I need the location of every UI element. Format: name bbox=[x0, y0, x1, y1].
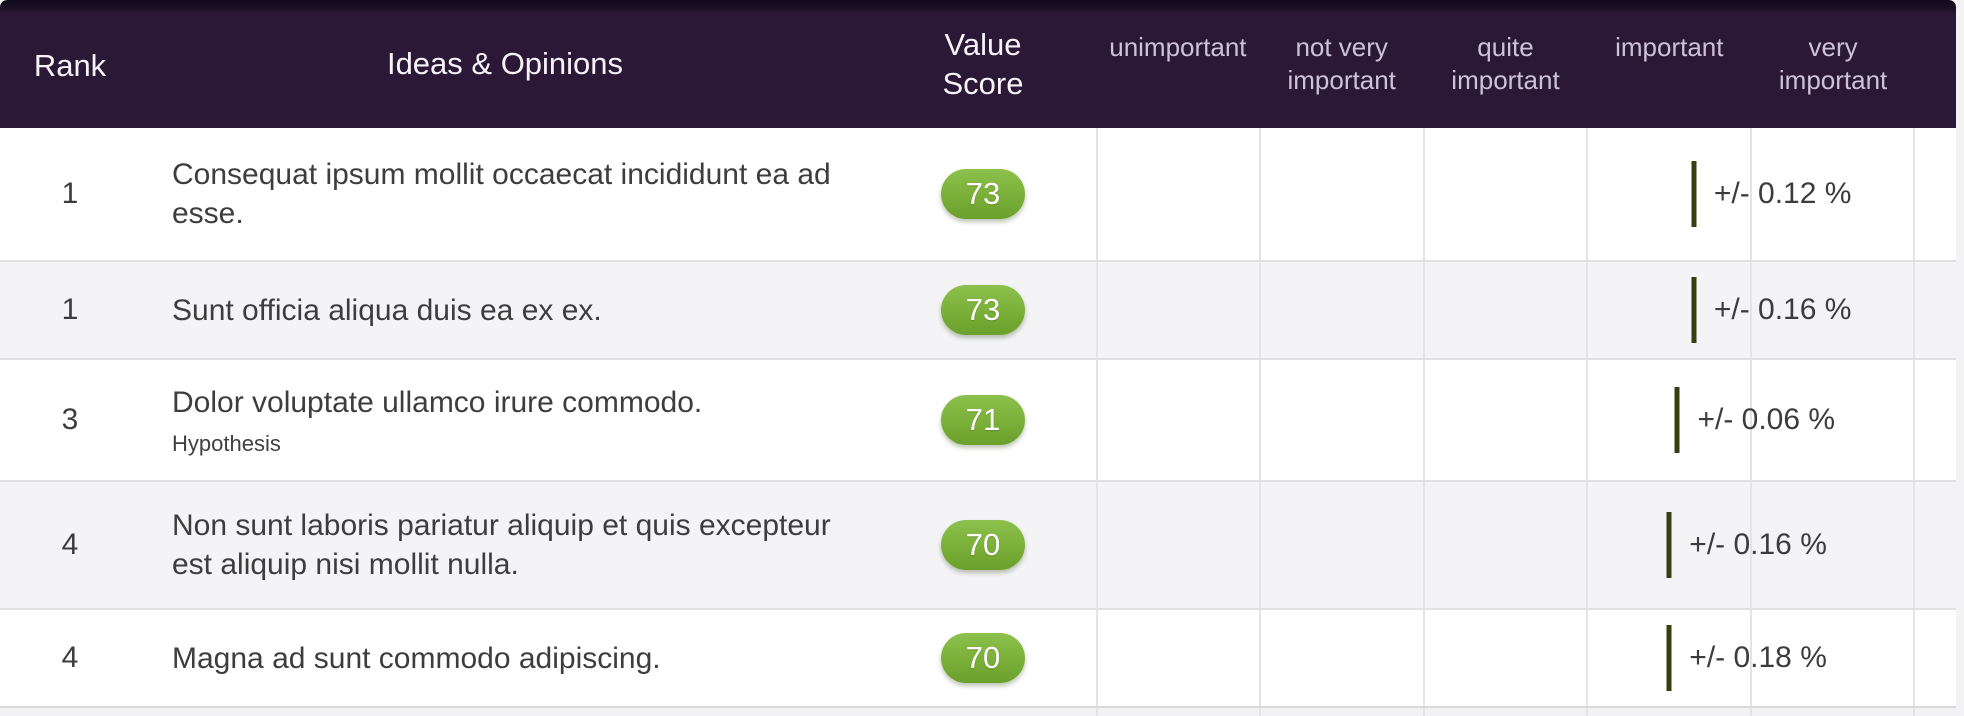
rating-chart-cell: +/- 0.06 % bbox=[1096, 360, 1956, 480]
rating-chart-cell: +/- 0.16 % bbox=[1096, 262, 1956, 358]
rating-scale-grid bbox=[1096, 128, 1916, 260]
table-body: 1 Consequat ipsum mollit occaecat incidi… bbox=[0, 128, 1956, 716]
value-score-cell: 70 bbox=[870, 482, 1096, 608]
value-score-badge: 70 bbox=[941, 520, 1025, 570]
error-margin-label: +/- 0.12 % bbox=[1713, 177, 1852, 210]
value-score-badge: 73 bbox=[941, 285, 1025, 335]
table-row: 1 Sunt officia aliqua duis ea ex ex. 73 … bbox=[0, 260, 1956, 358]
value-score-cell: 73 bbox=[870, 262, 1096, 358]
error-margin-label: +/- 0.18 % bbox=[1689, 641, 1827, 674]
column-header-unimportant: unimportant bbox=[1109, 32, 1247, 62]
idea-title: Magna ad sunt commodo adipiscing. bbox=[172, 641, 661, 675]
idea-title: Consequat ipsum mollit occaecat incididu… bbox=[172, 158, 831, 230]
column-header-not-very-important: not very important bbox=[1287, 32, 1396, 95]
mean-rating-marker bbox=[1691, 277, 1697, 343]
mean-rating-marker bbox=[1674, 387, 1680, 453]
idea-cell: Dolor voluptate ullamco irure commodo. H… bbox=[140, 360, 870, 480]
table-row: 3 Dolor voluptate ullamco irure commodo.… bbox=[0, 358, 1956, 480]
value-score-cell: 70 bbox=[870, 610, 1096, 706]
idea-subtitle: Hypothesis bbox=[172, 431, 281, 456]
rank-value: 4 bbox=[61, 641, 79, 674]
rating-chart-cell: +/- 0.18 % bbox=[1096, 610, 1956, 706]
mean-rating-marker bbox=[1666, 625, 1672, 691]
rating-scale-grid bbox=[1096, 708, 1916, 716]
idea-cell: Consequat ipsum mollit occaecat incididu… bbox=[140, 128, 870, 260]
rank-value: 1 bbox=[61, 293, 79, 326]
rating-chart-cell: +/- 0.12 % bbox=[1096, 128, 1956, 260]
table-row: 4 Magna ad sunt commodo adipiscing. 70 +… bbox=[0, 608, 1956, 706]
column-header-very-important: very important bbox=[1778, 32, 1888, 95]
idea-title: Dolor voluptate ullamco irure commodo. bbox=[172, 386, 703, 419]
rank-value: 1 bbox=[61, 177, 79, 210]
error-margin-label: +/- 0.06 % bbox=[1697, 403, 1836, 436]
table-row: 4 Non sunt laboris pariatur aliquip et q… bbox=[0, 480, 1956, 608]
table-header: Rank Ideas & Opinions Value Score unimpo… bbox=[0, 0, 1956, 128]
idea-cell: Sunt officia aliqua duis ea ex ex. bbox=[140, 262, 870, 358]
error-margin-label: +/- 0.16 % bbox=[1713, 293, 1852, 326]
idea-title: Sunt officia aliqua duis ea ex ex. bbox=[172, 293, 602, 327]
table-row: 1 Consequat ipsum mollit occaecat incidi… bbox=[0, 128, 1956, 260]
rank-value: 3 bbox=[61, 403, 79, 436]
mean-rating-marker bbox=[1691, 161, 1697, 227]
idea-cell: Non sunt laboris pariatur aliquip et qui… bbox=[140, 482, 870, 608]
idea-cell: Magna ad sunt commodo adipiscing. bbox=[140, 610, 870, 706]
rating-chart-cell: +/- 0.16 % bbox=[1096, 482, 1956, 608]
column-header-value-score: Value Score bbox=[942, 27, 1024, 101]
rating-scale-grid bbox=[1096, 262, 1916, 358]
rating-scale-grid bbox=[1096, 360, 1916, 480]
value-score-badge: 73 bbox=[941, 169, 1025, 219]
column-header-rank: Rank bbox=[33, 48, 107, 83]
column-header-important: important bbox=[1615, 32, 1724, 62]
value-score-badge: 71 bbox=[941, 395, 1025, 445]
value-score-cell: 71 bbox=[870, 360, 1096, 480]
rating-scale-grid bbox=[1096, 482, 1916, 608]
error-margin-label: +/- 0.16 % bbox=[1689, 528, 1827, 561]
rating-scale-header: unimportant not very important quite imp… bbox=[1096, 0, 1956, 128]
table-row-partial bbox=[0, 706, 1956, 716]
mean-rating-marker bbox=[1666, 512, 1672, 578]
column-header-quite-important: quite important bbox=[1451, 32, 1560, 95]
idea-title: Non sunt laboris pariatur aliquip et qui… bbox=[172, 509, 831, 581]
column-header-ideas-opinions: Ideas & Opinions bbox=[386, 46, 624, 81]
value-score-badge: 70 bbox=[941, 633, 1025, 683]
rating-scale-grid bbox=[1096, 610, 1916, 706]
rank-value: 4 bbox=[61, 528, 79, 561]
value-score-cell: 73 bbox=[870, 128, 1096, 260]
